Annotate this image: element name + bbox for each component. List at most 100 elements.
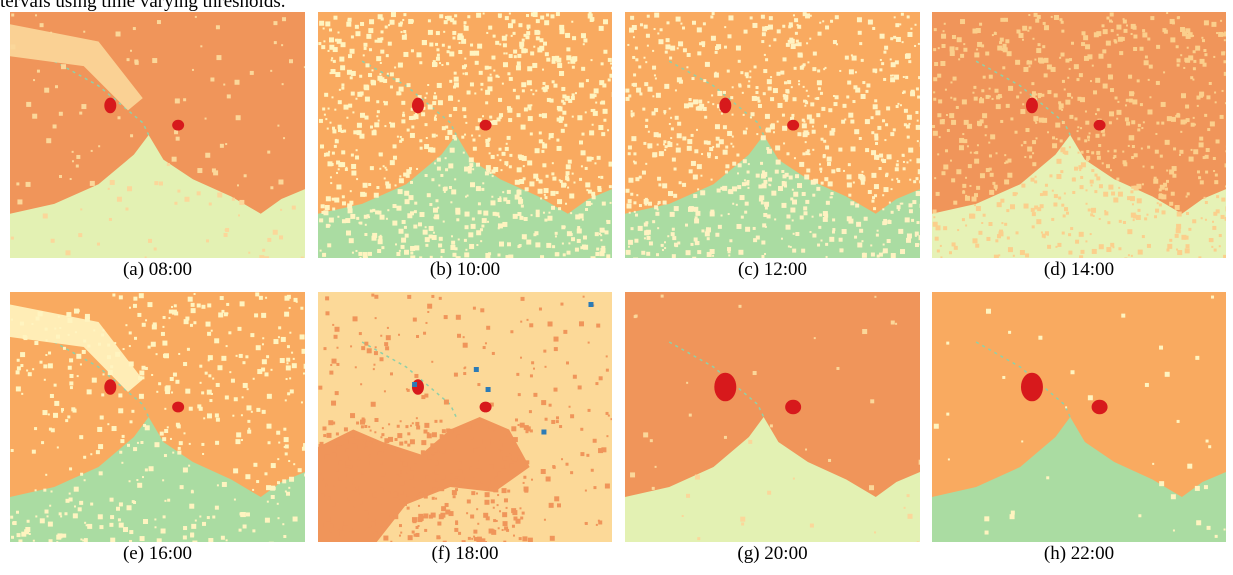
speckle	[489, 116, 492, 119]
speckle	[486, 168, 489, 171]
speckle	[580, 452, 584, 456]
speckle	[453, 36, 456, 39]
speckle	[153, 322, 157, 326]
speckle	[559, 116, 561, 118]
speckle	[548, 138, 550, 140]
speckle	[48, 522, 53, 527]
speckle	[1173, 529, 1175, 531]
speckle	[410, 255, 415, 258]
speckle	[370, 126, 373, 129]
speckle	[1065, 59, 1069, 63]
speckle	[992, 34, 994, 36]
speckle	[324, 523, 329, 528]
speckle	[363, 510, 368, 515]
speckle	[573, 375, 577, 379]
speckle	[131, 410, 134, 413]
speckle	[340, 531, 345, 536]
speckle	[1133, 47, 1137, 51]
speckle	[760, 162, 763, 165]
speckle	[594, 88, 599, 93]
speckle	[599, 376, 603, 380]
speckle	[1186, 212, 1189, 215]
speckle	[398, 63, 403, 68]
speckle	[724, 26, 726, 28]
speckle	[175, 380, 179, 384]
panel-caption: (c) 12:00	[625, 259, 920, 281]
speckle	[980, 119, 984, 123]
speckle	[891, 211, 894, 214]
speckle	[649, 230, 651, 232]
speckle	[600, 228, 605, 233]
speckle	[896, 105, 899, 108]
speckle	[92, 378, 97, 383]
speckle	[676, 148, 681, 153]
speckle	[454, 72, 457, 75]
speckle	[764, 54, 766, 56]
speckle	[557, 106, 561, 110]
speckle	[438, 488, 440, 490]
speckle	[738, 60, 741, 63]
speckle	[469, 244, 474, 249]
speckle	[935, 237, 939, 241]
speckle	[1065, 100, 1070, 105]
speckle	[950, 51, 955, 56]
speckle	[1111, 29, 1114, 32]
speckle	[440, 256, 442, 258]
speckle	[738, 83, 741, 86]
speckle	[538, 189, 543, 194]
speckle	[1190, 76, 1193, 79]
speckle	[738, 163, 742, 167]
speckle	[225, 143, 227, 145]
speckle	[804, 174, 809, 179]
speckle	[884, 46, 888, 50]
speckle	[803, 86, 805, 88]
speckle	[256, 480, 259, 483]
speckle	[591, 192, 595, 196]
speckle	[539, 114, 542, 117]
speckle	[473, 147, 477, 151]
speckle	[1111, 192, 1115, 196]
speckle	[248, 428, 250, 430]
speckle	[882, 208, 884, 210]
speckle	[239, 512, 242, 515]
speckle	[454, 77, 459, 82]
speckle	[413, 470, 415, 472]
speckle	[871, 131, 874, 134]
speckle	[381, 433, 384, 436]
speckle	[421, 112, 425, 116]
map-panel	[932, 292, 1226, 542]
speckle	[997, 46, 1002, 51]
speckle	[252, 489, 254, 491]
speckle	[407, 444, 410, 447]
speckle	[428, 30, 433, 35]
speckle	[990, 173, 994, 177]
speckle	[44, 88, 49, 93]
speckle	[557, 63, 562, 68]
speckle	[49, 539, 53, 542]
speckle	[381, 30, 384, 33]
speckle	[526, 31, 530, 35]
speckle	[608, 78, 611, 81]
speckle	[550, 191, 555, 196]
speckle	[277, 458, 279, 460]
speckle	[697, 164, 702, 169]
speckle	[191, 524, 196, 529]
speckle	[1029, 65, 1031, 67]
speckle	[591, 256, 596, 258]
speckle	[548, 212, 550, 214]
speckle	[566, 171, 570, 175]
speckle	[243, 524, 247, 528]
speckle	[1099, 184, 1103, 188]
speckle	[908, 514, 913, 519]
speckle	[630, 193, 633, 196]
speckle	[791, 44, 796, 49]
speckle	[223, 84, 225, 86]
speckle	[191, 303, 195, 307]
speckle	[74, 505, 76, 507]
speckle	[332, 502, 336, 506]
speckle	[488, 252, 491, 255]
speckle	[503, 541, 506, 542]
speckle	[711, 94, 713, 96]
speckle	[355, 25, 359, 29]
speckle	[485, 101, 488, 104]
